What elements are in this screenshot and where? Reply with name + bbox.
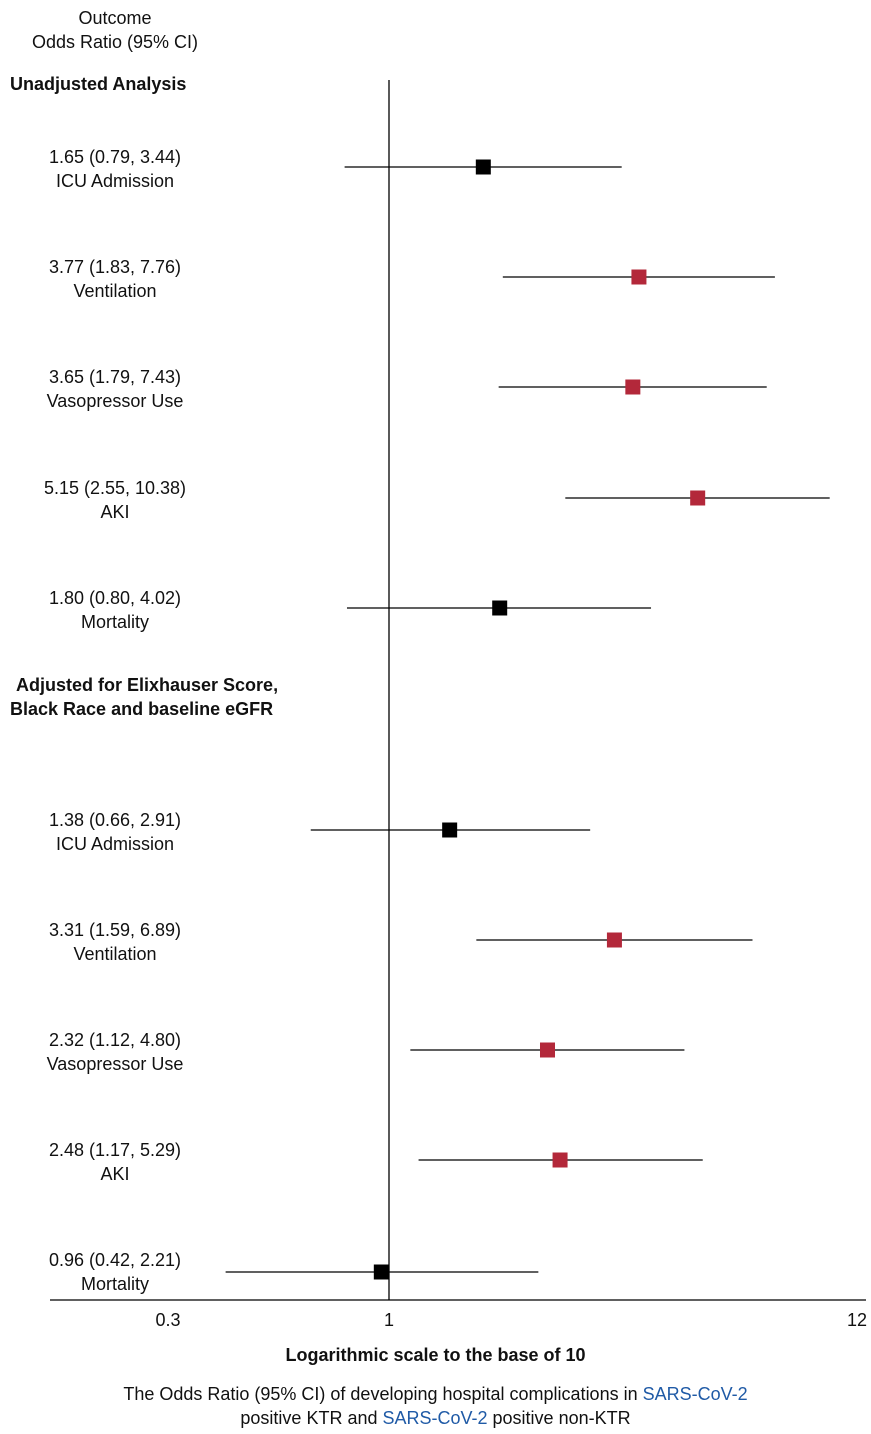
row-or-text: 3.65 (1.79, 7.43) <box>48 367 182 387</box>
row-or-text: 3.77 (1.83, 7.76) <box>48 257 182 277</box>
row-outcome: Mortality <box>80 612 149 632</box>
figure-caption: The Odds Ratio (95% CI) of developing ho… <box>0 1382 871 1430</box>
row-label: 2.32 (1.12, 4.80) Vasopressor Use <box>0 1028 230 1076</box>
section-title-adjusted-line1: Adjusted for Elixhauser Score, <box>16 675 279 695</box>
row-or-text: 2.48 (1.17, 5.29) <box>48 1140 182 1160</box>
x-tick-label: 0.3 <box>155 1310 181 1330</box>
point-estimate-marker <box>606 932 622 948</box>
row-label: 5.15 (2.55, 10.38) AKI <box>0 476 230 524</box>
row-outcome: Ventilation <box>73 944 157 964</box>
caption-text: positive non-KTR <box>487 1408 631 1428</box>
row-label: 1.38 (0.66, 2.91) ICU Admission <box>0 808 230 856</box>
point-estimate-marker <box>690 490 706 506</box>
x-tick-label: 12 <box>846 1310 868 1330</box>
row-outcome: Vasopressor Use <box>46 391 184 411</box>
point-estimate-marker <box>373 1264 389 1280</box>
row-or-text: 1.38 (0.66, 2.91) <box>48 810 182 830</box>
point-estimate-marker <box>552 1152 568 1168</box>
row-or-text: 5.15 (2.55, 10.38) <box>43 478 187 498</box>
row-or-text: 0.96 (0.42, 2.21) <box>48 1250 182 1270</box>
caption-text: The Odds Ratio (95% CI) of developing ho… <box>123 1384 643 1404</box>
caption-line1: The Odds Ratio (95% CI) of developing ho… <box>0 1382 871 1406</box>
row-label: 0.96 (0.42, 2.21) Mortality <box>0 1248 230 1296</box>
x-axis-label: Logarithmic scale to the base of 10 <box>285 1345 586 1365</box>
point-estimate-marker <box>631 269 647 285</box>
row-label: 3.65 (1.79, 7.43) Vasopressor Use <box>0 365 230 413</box>
row-outcome: Vasopressor Use <box>46 1054 184 1074</box>
row-or-text: 3.31 (1.59, 6.89) <box>48 920 182 940</box>
point-estimate-marker <box>442 822 458 838</box>
row-or-text: 2.32 (1.12, 4.80) <box>48 1030 182 1050</box>
row-label: 3.31 (1.59, 6.89) Ventilation <box>0 918 230 966</box>
row-outcome: ICU Admission <box>55 171 175 191</box>
x-tick-label: 1 <box>383 1310 395 1330</box>
row-outcome: Mortality <box>80 1274 149 1294</box>
caption-link-sars-cov-2[interactable]: SARS-CoV-2 <box>642 1384 748 1404</box>
row-label: 1.65 (0.79, 3.44) ICU Admission <box>0 145 230 193</box>
point-estimate-marker <box>475 159 491 175</box>
caption-text: positive KTR and <box>240 1408 383 1428</box>
point-estimate-marker <box>492 600 508 616</box>
row-label: 3.77 (1.83, 7.76) Ventilation <box>0 255 230 303</box>
caption-line2: positive KTR and SARS-CoV-2 positive non… <box>0 1406 871 1430</box>
row-or-text: 1.65 (0.79, 3.44) <box>48 147 182 167</box>
point-estimate-marker <box>625 379 641 395</box>
row-outcome: ICU Admission <box>55 834 175 854</box>
point-estimate-marker <box>539 1042 555 1058</box>
caption-link-sars-cov-2[interactable]: SARS-CoV-2 <box>382 1408 488 1428</box>
header-odds-ratio: Odds Ratio (95% CI) <box>31 32 199 52</box>
row-outcome: AKI <box>100 502 130 522</box>
section-title-unadjusted: Unadjusted Analysis <box>10 74 187 94</box>
row-outcome: AKI <box>100 1164 130 1184</box>
row-label: 1.80 (0.80, 4.02) Mortality <box>0 586 230 634</box>
row-outcome: Ventilation <box>73 281 157 301</box>
section-title-adjusted: Adjusted for Elixhauser Score, Black Rac… <box>10 673 279 721</box>
row-or-text: 1.80 (0.80, 4.02) <box>48 588 182 608</box>
row-label: 2.48 (1.17, 5.29) AKI <box>0 1138 230 1186</box>
header-outcome: Outcome <box>78 8 152 28</box>
column-header: Outcome Odds Ratio (95% CI) <box>0 6 230 54</box>
section-title-adjusted-line2: Black Race and baseline eGFR <box>10 699 274 719</box>
